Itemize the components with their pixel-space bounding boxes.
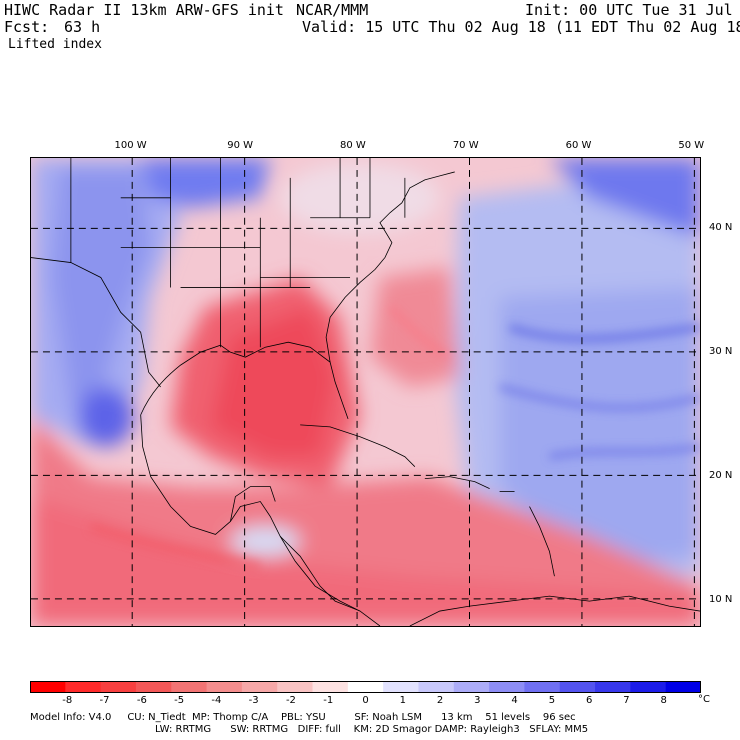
colorbar-tick-label: 5 bbox=[548, 695, 556, 706]
init-time: Init: 00 UTC Tue 31 Jul 18 bbox=[525, 1, 740, 19]
south-america-coast bbox=[409, 595, 700, 626]
lat-label-10n: 10 N bbox=[709, 593, 733, 605]
colorbar-segment bbox=[559, 681, 596, 693]
colorbar-segment bbox=[135, 681, 172, 693]
fine-texture bbox=[89, 305, 700, 571]
field-name: Lifted index bbox=[8, 37, 102, 52]
colorbar-segment bbox=[489, 681, 525, 693]
lon-label-60w: 60 W bbox=[565, 140, 592, 151]
lon-label-70w: 70 W bbox=[452, 140, 479, 151]
colorbar-segment bbox=[524, 681, 561, 693]
colorbar-segment bbox=[277, 681, 314, 693]
central-america bbox=[279, 536, 381, 626]
colorbar-tick-label: -2 bbox=[285, 695, 296, 706]
mexico-coast bbox=[140, 414, 361, 612]
lon-label-50w: 50 W bbox=[678, 140, 705, 151]
colorbar-segment bbox=[241, 681, 278, 693]
colorbar-tick-label: -1 bbox=[323, 695, 334, 706]
lat-lon-grid bbox=[31, 158, 700, 626]
colorbar-tick-label: 7 bbox=[623, 695, 630, 706]
colorbar-segment bbox=[100, 681, 137, 693]
colorbar-tick-label: -7 bbox=[99, 695, 110, 706]
us-east-coast bbox=[325, 171, 455, 363]
colorbar-segment bbox=[383, 681, 419, 693]
boundaries bbox=[31, 158, 700, 626]
fcst-label: Fcst: bbox=[4, 18, 50, 36]
lesser-antilles bbox=[529, 506, 555, 577]
colorbar bbox=[30, 681, 701, 693]
colorbar-segment bbox=[665, 681, 701, 693]
yucatan bbox=[230, 486, 276, 522]
lon-label-90w: 90 W bbox=[227, 140, 254, 151]
colorbar-segment bbox=[30, 681, 66, 693]
colorbar-segment bbox=[347, 681, 384, 693]
colorbar-segment bbox=[171, 681, 208, 693]
colorbar-tick-label: -3 bbox=[248, 695, 259, 706]
colorbar-segment bbox=[65, 681, 102, 693]
colorbar-tick-label: 2 bbox=[436, 695, 444, 706]
field-shading bbox=[31, 158, 700, 626]
colorbar-unit: °C bbox=[698, 694, 710, 705]
model-info-line2: LW: RRTMG SW: RRTMG DIFF: full KM: 2D Sm… bbox=[155, 724, 589, 735]
fcst-value: 63 h bbox=[64, 18, 101, 36]
org-label: NCAR/MMM bbox=[296, 1, 369, 19]
lifted-index-map bbox=[30, 157, 701, 627]
hispaniola bbox=[424, 476, 490, 489]
valid-time: Valid: 15 UTC Thu 02 Aug 18 (11 EDT Thu … bbox=[302, 18, 740, 36]
colorbar-tick-label: -4 bbox=[211, 695, 222, 706]
colorbar-tick-label: -6 bbox=[136, 695, 147, 706]
colorbar-tick-label: -8 bbox=[62, 695, 73, 706]
lon-label-100w: 100 W bbox=[114, 140, 147, 151]
colorbar-tick-label: 4 bbox=[511, 695, 518, 706]
model-title: HIWC Radar II 13km ARW-GFS init bbox=[4, 1, 284, 19]
colorbar-tick-label: 1 bbox=[399, 695, 406, 706]
us-gulf-coast bbox=[140, 341, 349, 420]
colorbar-segment bbox=[418, 681, 455, 693]
colorbar-tick-label: 8 bbox=[660, 695, 667, 706]
colorbar-segment bbox=[206, 681, 243, 693]
colorbar-segment bbox=[595, 681, 631, 693]
model-info-line1: Model Info: V4.0 CU: N_Tiedt MP: Thomp C… bbox=[30, 712, 576, 723]
colorbar-segment bbox=[630, 681, 667, 693]
colorbar-segment bbox=[453, 681, 490, 693]
lat-label-30n: 30 N bbox=[709, 345, 733, 357]
lat-label-20n: 20 N bbox=[709, 469, 733, 481]
cuba bbox=[300, 424, 416, 467]
colorbar-tick-label: 3 bbox=[474, 695, 481, 706]
lon-label-80w: 80 W bbox=[340, 140, 366, 151]
colorbar-tick-label: 0 bbox=[362, 695, 369, 706]
state-lines bbox=[70, 158, 406, 348]
lat-label-40n: 40 N bbox=[709, 221, 733, 233]
colorbar-tick-label: 6 bbox=[585, 695, 593, 706]
colorbar-tick-label: -5 bbox=[174, 695, 185, 706]
colorbar-frame bbox=[30, 681, 701, 693]
colorbar-segment bbox=[312, 681, 349, 693]
